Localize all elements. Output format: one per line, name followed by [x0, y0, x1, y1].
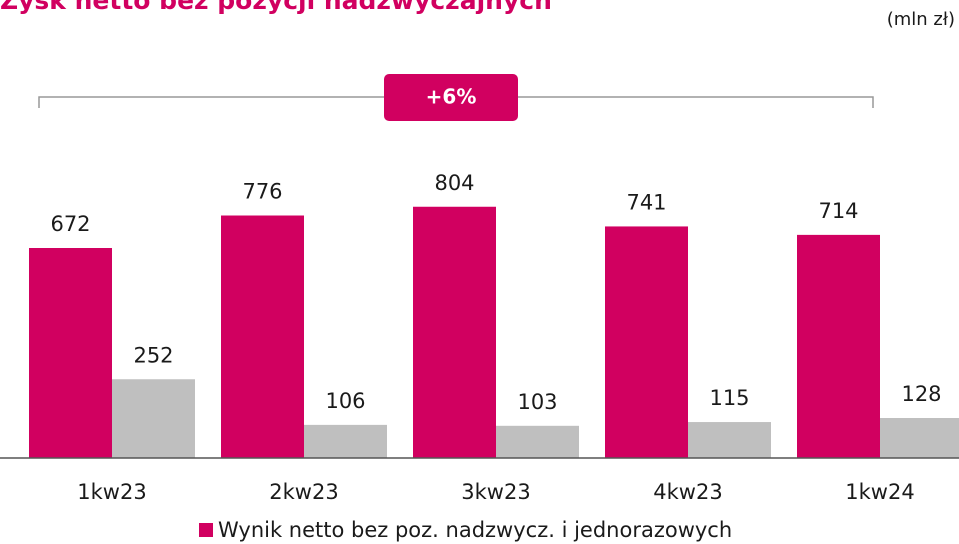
- bar: [688, 422, 771, 458]
- data-label: 106: [325, 389, 365, 413]
- data-label: 741: [626, 190, 666, 214]
- annotation: +6%: [426, 85, 477, 109]
- bar: [797, 234, 880, 458]
- data-label: 115: [709, 386, 749, 410]
- bar: [304, 424, 387, 458]
- x-tick-label: 3kw23: [461, 480, 530, 504]
- legend-label: Wynik netto bez poz. nadzwycz. i jednora…: [218, 518, 732, 542]
- bar: [112, 379, 195, 458]
- data-label: 672: [50, 212, 90, 236]
- bar: [605, 226, 688, 458]
- bar: [29, 248, 112, 458]
- unit-label: (mln zł): [887, 9, 955, 30]
- annotation-box: [384, 74, 518, 121]
- data-label: 776: [242, 180, 282, 204]
- data-label: 103: [517, 390, 557, 414]
- x-tick-label: 4kw23: [653, 480, 722, 504]
- bar: [221, 215, 304, 458]
- x-tick-label: 2kw23: [269, 480, 338, 504]
- x-tick-label: 1kw24: [845, 480, 914, 504]
- data-label: 252: [133, 343, 173, 367]
- legend-swatch: [199, 523, 213, 537]
- bar: [413, 206, 496, 458]
- data-label: 128: [901, 382, 941, 406]
- x-tick-label: 1kw23: [77, 480, 146, 504]
- chart-title: Zysk netto bez pozycji nadzwyczajnych: [0, 0, 552, 15]
- data-label: 804: [434, 171, 474, 195]
- bar: [880, 418, 959, 458]
- bar: [496, 425, 579, 458]
- plot: 1kw23 672 252 2kw23 776 106 3kw23 804 103 4kw23 74…: [29, 171, 959, 504]
- data-label: 714: [818, 199, 858, 223]
